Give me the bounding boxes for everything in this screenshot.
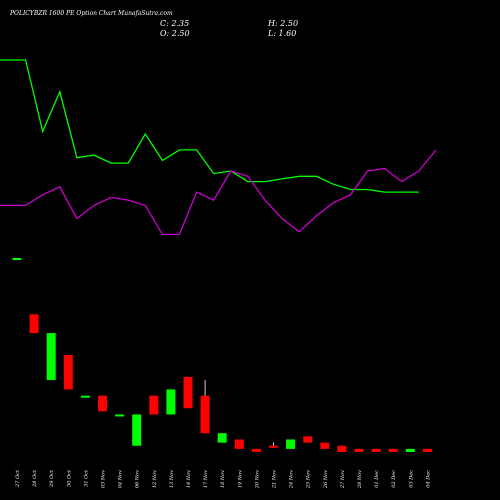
open-value: O: 2.50 bbox=[160, 29, 190, 38]
candle-body bbox=[132, 414, 142, 446]
candle-body bbox=[371, 448, 381, 452]
candle-21 bbox=[354, 448, 364, 452]
candle-5 bbox=[80, 395, 90, 398]
candle-body bbox=[234, 439, 244, 449]
x-tick-label: 04 Dec bbox=[425, 470, 431, 488]
x-tick-label: 26 Nov bbox=[323, 470, 329, 489]
candle-body bbox=[217, 433, 227, 443]
candle-1 bbox=[12, 258, 22, 260]
indicator-line-1 bbox=[0, 59, 419, 193]
candle-body bbox=[405, 448, 415, 452]
x-tick-label: 03 Nov bbox=[101, 470, 107, 488]
x-axis-labels: 27 Oct 28 Oct 29 Oct 30 Oct 31 Oct 03 Nov 04 N… bbox=[15, 469, 431, 489]
x-tick-label: 03 Dec bbox=[408, 470, 414, 488]
candle-8 bbox=[132, 414, 142, 446]
candle-body bbox=[337, 445, 347, 452]
x-tick-label: 12 Nov bbox=[152, 470, 158, 488]
candle-body bbox=[166, 389, 176, 415]
candle-23 bbox=[388, 448, 398, 452]
candle-body bbox=[251, 448, 261, 452]
candle-17 bbox=[286, 439, 296, 449]
x-tick-label: 20 Nov bbox=[254, 470, 260, 489]
low-value: L: 1.60 bbox=[268, 29, 297, 38]
candle-12 bbox=[200, 380, 210, 434]
candle-body bbox=[286, 439, 296, 449]
x-tick-label: 31 Oct bbox=[83, 469, 89, 487]
candle-body bbox=[200, 395, 210, 434]
candle-body bbox=[183, 376, 193, 409]
x-tick-label: 29 Oct bbox=[49, 469, 55, 488]
close-value: C: 2.35 bbox=[160, 19, 190, 28]
x-tick-label: 02 Dec bbox=[391, 470, 397, 488]
x-tick-label: 18 Nov bbox=[220, 470, 226, 488]
candle-body bbox=[269, 445, 278, 448]
x-tick-label: 27 Nov bbox=[340, 470, 346, 489]
candle-body bbox=[46, 333, 56, 381]
candle-2 bbox=[29, 314, 39, 334]
candle-body bbox=[303, 436, 313, 443]
candle-body bbox=[388, 448, 398, 452]
candle-body bbox=[80, 395, 90, 398]
x-tick-label: 30 Oct bbox=[66, 469, 72, 487]
candle-11 bbox=[183, 376, 193, 409]
candle-25 bbox=[422, 448, 432, 452]
candle-18 bbox=[303, 436, 313, 443]
indicator-line-2 bbox=[0, 149, 437, 236]
indicator-lines bbox=[0, 59, 437, 236]
x-tick-label: 27 Oct bbox=[15, 469, 21, 488]
candle-body bbox=[12, 258, 22, 260]
candle-body bbox=[149, 395, 159, 415]
candlesticks bbox=[12, 258, 432, 452]
x-tick-label: 06 Nov bbox=[135, 470, 141, 488]
candle-body bbox=[320, 442, 330, 449]
high-value: H: 2.50 bbox=[268, 19, 299, 28]
candle-6 bbox=[98, 395, 107, 412]
candle-19 bbox=[320, 442, 330, 449]
candle-10 bbox=[166, 389, 176, 415]
x-tick-label: 04 Nov bbox=[118, 470, 124, 488]
x-tick-label: 01 Dec bbox=[374, 470, 380, 488]
candle-body bbox=[115, 414, 125, 417]
candle-20 bbox=[337, 445, 347, 452]
candle-body bbox=[422, 448, 432, 452]
x-tick-label: 19 Nov bbox=[237, 470, 243, 488]
candle-body bbox=[63, 355, 73, 390]
candle-15 bbox=[251, 448, 261, 452]
candle-13 bbox=[217, 433, 227, 443]
candle-body bbox=[29, 314, 39, 334]
candle-4 bbox=[63, 355, 73, 390]
x-tick-label: 17 Nov bbox=[203, 470, 209, 488]
candle-22 bbox=[371, 448, 381, 452]
x-tick-label: 28 Nov bbox=[357, 470, 363, 489]
x-tick-label: 25 Nov bbox=[306, 470, 312, 489]
x-tick-label: 14 Nov bbox=[186, 470, 192, 488]
candle-7 bbox=[115, 414, 125, 417]
x-tick-label: 28 Oct bbox=[32, 469, 38, 488]
candle-body bbox=[354, 448, 364, 452]
candle-9 bbox=[149, 395, 159, 415]
chart-title: POLICYBZR 1600 PE Option Chart MunafaSut… bbox=[10, 10, 173, 17]
candle-14 bbox=[234, 439, 244, 449]
x-tick-label: 24 Nov bbox=[289, 470, 295, 489]
x-tick-label: 21 Nov bbox=[272, 470, 278, 489]
candle-3 bbox=[46, 333, 56, 381]
candle-24 bbox=[405, 448, 415, 452]
candle-16 bbox=[269, 442, 278, 448]
x-tick-label: 13 Nov bbox=[169, 470, 175, 488]
candle-body bbox=[98, 395, 107, 412]
